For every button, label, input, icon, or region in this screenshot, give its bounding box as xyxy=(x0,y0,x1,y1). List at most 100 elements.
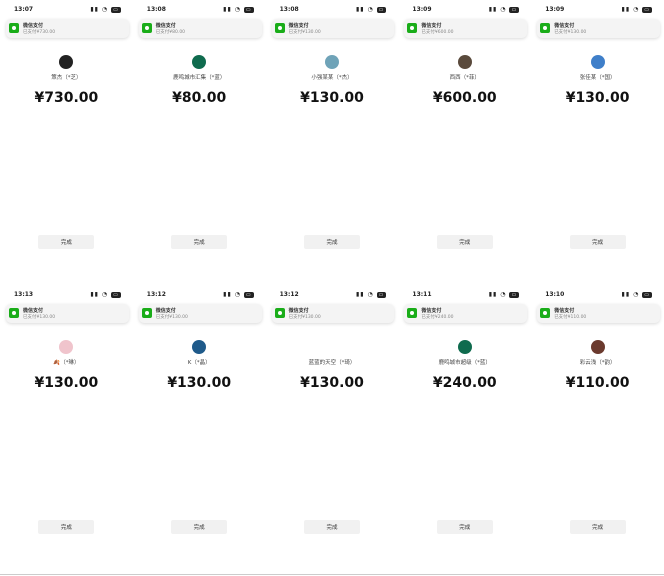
notification-subtitle: 已支付¥130.00 xyxy=(288,30,321,35)
status-icons: ▮▮ ◔ ▭ xyxy=(488,6,520,13)
battery-icon: ▭ xyxy=(243,292,254,298)
wifi-icon: ◔ xyxy=(101,6,109,13)
payment-screen: 13:12 ▮▮ ◔ ▭ 微信支付 已支付¥130.00 K（*晶） ¥130.… xyxy=(133,285,266,570)
done-button[interactable]: 完成 xyxy=(436,520,493,534)
avatar xyxy=(192,55,207,69)
wechat-pay-icon xyxy=(540,23,551,33)
wifi-icon: ◔ xyxy=(500,6,507,13)
signal-icon: ▮▮ xyxy=(90,6,99,13)
payment-screen: 13:07 ▮▮ ◔ ▭ 微信支付 已支付¥730.00 策杰（*芝） ¥730… xyxy=(0,0,133,285)
payment-notification[interactable]: 微信支付 已支付¥240.00 xyxy=(404,304,528,323)
status-icons: ▮▮ ◔ ▭ xyxy=(223,291,254,298)
status-icons: ▮▮ ◔ ▭ xyxy=(355,6,387,13)
payment-notification[interactable]: 微信支付 已支付¥130.00 xyxy=(537,19,660,38)
status-time: 13:12 xyxy=(279,291,299,298)
payer-name: 蓝蓝的天空（*琦） xyxy=(308,360,356,366)
payer-name: 彩云浅（*韵） xyxy=(579,360,616,366)
notification-title: 微信支付 xyxy=(155,23,176,29)
status-time: 13:10 xyxy=(545,291,565,298)
done-button[interactable]: 完成 xyxy=(303,520,360,534)
wechat-pay-icon xyxy=(407,308,418,318)
payment-notification[interactable]: 微信支付 已支付¥130.00 xyxy=(138,304,262,323)
payer-name: 张佳某（*国） xyxy=(579,75,616,81)
payment-screen: 13:08 ▮▮ ◔ ▭ 微信支付 已支付¥80.00 鹿鸣城市汇集（*蓝） ¥… xyxy=(133,0,266,285)
done-button[interactable]: 完成 xyxy=(569,520,626,534)
battery-icon: ▭ xyxy=(111,7,121,13)
payment-amount: ¥110.00 xyxy=(565,375,630,391)
avatar xyxy=(324,340,339,354)
notification-title: 微信支付 xyxy=(288,308,309,314)
payment-notification[interactable]: 微信支付 已支付¥130.00 xyxy=(271,19,395,38)
avatar xyxy=(457,340,472,354)
payment-screen: 13:12 ▮▮ ◔ ▭ 微信支付 已支付¥130.00 蓝蓝的天空（*琦） ¥… xyxy=(266,285,399,570)
done-button[interactable]: 完成 xyxy=(436,235,493,249)
avatar xyxy=(590,55,605,69)
status-time: 13:07 xyxy=(14,6,34,13)
payment-amount: ¥600.00 xyxy=(432,90,497,106)
payer-name: K（*晶） xyxy=(187,360,211,366)
done-button[interactable]: 完成 xyxy=(303,235,360,249)
wifi-icon: ◔ xyxy=(633,6,640,13)
wechat-pay-icon xyxy=(9,23,19,33)
payment-notification[interactable]: 微信支付 已支付¥130.00 xyxy=(6,304,129,323)
done-button[interactable]: 完成 xyxy=(38,235,95,249)
signal-icon: ▮▮ xyxy=(621,291,631,298)
avatar xyxy=(59,55,74,69)
payment-screen: 13:09 ▮▮ ◔ ▭ 微信支付 已支付¥600.00 西西（*菲） ¥600… xyxy=(398,0,531,285)
done-button[interactable]: 完成 xyxy=(171,520,228,534)
status-time: 13:08 xyxy=(279,6,299,13)
done-button[interactable]: 完成 xyxy=(171,235,228,249)
notification-title: 微信支付 xyxy=(23,308,44,314)
payment-amount: ¥240.00 xyxy=(432,375,497,391)
status-time: 13:11 xyxy=(412,291,432,298)
wifi-icon: ◔ xyxy=(234,6,241,13)
payment-amount: ¥130.00 xyxy=(167,375,232,391)
payment-notification[interactable]: 微信支付 已支付¥730.00 xyxy=(6,19,129,38)
notification-title: 微信支付 xyxy=(554,308,575,314)
done-button[interactable]: 完成 xyxy=(38,520,95,534)
notification-subtitle: 已支付¥730.00 xyxy=(23,30,56,35)
avatar xyxy=(590,340,605,354)
status-time: 13:09 xyxy=(412,6,432,13)
payment-amount: ¥130.00 xyxy=(300,90,364,106)
status-icons: ▮▮ ◔ ▭ xyxy=(489,291,520,298)
status-icons: ▮▮ ◔ ▭ xyxy=(90,6,121,13)
avatar xyxy=(457,55,472,69)
payment-notification[interactable]: 微信支付 已支付¥80.00 xyxy=(138,19,262,38)
notification-subtitle: 已支付¥130.00 xyxy=(23,315,56,320)
notification-subtitle: 已支付¥240.00 xyxy=(421,315,454,320)
notification-title: 微信支付 xyxy=(554,23,575,29)
payment-notification[interactable]: 微信支付 已支付¥600.00 xyxy=(404,19,528,38)
wechat-pay-icon xyxy=(141,308,152,318)
status-icons: ▮▮ ◔ ▭ xyxy=(90,291,121,298)
payer-name: 策杰（*芝） xyxy=(51,75,82,81)
payment-amount: ¥80.00 xyxy=(172,90,227,106)
wechat-pay-icon xyxy=(141,23,152,33)
battery-icon: ▭ xyxy=(509,7,520,13)
wechat-pay-icon xyxy=(407,23,418,33)
signal-icon: ▮▮ xyxy=(621,6,631,13)
notification-subtitle: 已支付¥80.00 xyxy=(155,30,186,35)
done-button[interactable]: 完成 xyxy=(569,235,626,249)
signal-icon: ▮▮ xyxy=(355,6,365,13)
status-time: 13:13 xyxy=(14,291,34,298)
payment-screen: 13:13 ▮▮ ◔ ▭ 微信支付 已支付¥130.00 🍂（*琳） ¥130.… xyxy=(0,285,133,570)
signal-icon: ▮▮ xyxy=(488,6,498,13)
payment-notification[interactable]: 微信支付 已支付¥130.00 xyxy=(271,304,395,323)
wechat-pay-icon xyxy=(274,23,285,33)
battery-icon: ▭ xyxy=(509,292,520,298)
payment-notification[interactable]: 微信支付 已支付¥110.00 xyxy=(537,304,660,323)
payer-name: 鹿鸣城市汇集（*蓝） xyxy=(173,75,226,81)
payer-name: 西西（*菲） xyxy=(449,75,480,81)
notification-title: 微信支付 xyxy=(421,308,442,314)
notification-title: 微信支付 xyxy=(23,23,44,29)
wifi-icon: ◔ xyxy=(500,291,507,298)
battery-icon: ▭ xyxy=(243,7,254,13)
notification-subtitle: 已支付¥600.00 xyxy=(421,30,454,35)
signal-icon: ▮▮ xyxy=(355,291,365,298)
payment-screen: 13:09 ▮▮ ◔ ▭ 微信支付 已支付¥130.00 张佳某（*国） ¥13… xyxy=(531,0,664,285)
payment-amount: ¥130.00 xyxy=(565,90,630,106)
wifi-icon: ◔ xyxy=(101,291,109,298)
notification-title: 微信支付 xyxy=(421,23,442,29)
